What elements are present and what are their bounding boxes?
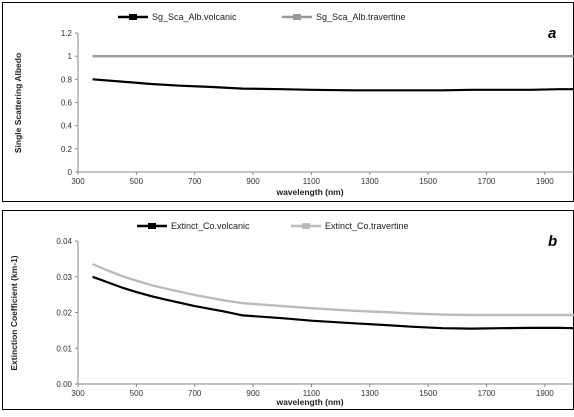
y-tick-label: 0.4 — [61, 122, 73, 131]
x-tick-label: 1300 — [361, 389, 379, 398]
y-tick-label: 0.6 — [61, 99, 73, 108]
y-tick-label: 0.8 — [61, 75, 73, 84]
legend-marker — [148, 223, 156, 229]
x-tick-label: 1100 — [303, 177, 321, 186]
y-axis-title: Single Scattering Albedo — [13, 53, 23, 153]
x-tick-label: 1900 — [536, 389, 554, 398]
chart-panel-a: 0 0.2 0.4 0.6 0.8 1 1.2 300 500 700 900 1100 1300 150… — [3, 3, 574, 202]
x-tick-label: 700 — [188, 177, 202, 186]
panel-letter: b — [548, 233, 557, 250]
y-tick-label: 1 — [68, 52, 73, 61]
x-tick-label: 1900 — [536, 177, 554, 186]
x-tick-label: 900 — [246, 389, 260, 398]
y-tick-label: 0.04 — [56, 237, 72, 246]
y-tick-label: 0.00 — [56, 380, 72, 389]
legend-label: Sg_Sca_Alb.volcanic — [152, 12, 237, 22]
x-tick-label: 1300 — [361, 177, 379, 186]
x-tick-label: 1500 — [419, 389, 437, 398]
legend-marker — [129, 14, 137, 20]
legend-marker — [293, 14, 301, 20]
legend-label: Extinct_Co.travertine — [325, 221, 409, 231]
y-axis-title: Extinction Coefficient (km-1) — [9, 255, 19, 370]
y-tick-label: 0 — [68, 168, 73, 177]
y-tick-label: 0.01 — [56, 344, 72, 353]
y-tick-label: 0.02 — [56, 309, 72, 318]
legend-label: Extinct_Co.volcanic — [171, 221, 250, 231]
x-tick-label: 1500 — [419, 177, 437, 186]
x-tick-label: 900 — [246, 177, 260, 186]
x-tick-label: 300 — [71, 389, 85, 398]
x-tick-label: 300 — [71, 177, 85, 186]
x-tick-label: 500 — [130, 389, 144, 398]
y-tick-label: 0.03 — [56, 273, 72, 282]
x-axis-title: wavelength (nm) — [275, 187, 343, 197]
y-tick-label: 0.2 — [61, 145, 73, 154]
x-tick-label: 1700 — [478, 389, 496, 398]
legend-label: Sg_Sca_Alb.travertine — [316, 12, 406, 22]
panel-letter: a — [548, 25, 556, 42]
x-tick-label: 1700 — [478, 177, 496, 186]
x-tick-label: 500 — [130, 177, 144, 186]
x-axis-title: wavelength (nm) — [275, 397, 343, 407]
panel-frame — [3, 211, 574, 410]
legend-marker — [302, 223, 310, 229]
y-tick-label: 1.2 — [61, 29, 73, 38]
x-tick-label: 700 — [188, 389, 202, 398]
